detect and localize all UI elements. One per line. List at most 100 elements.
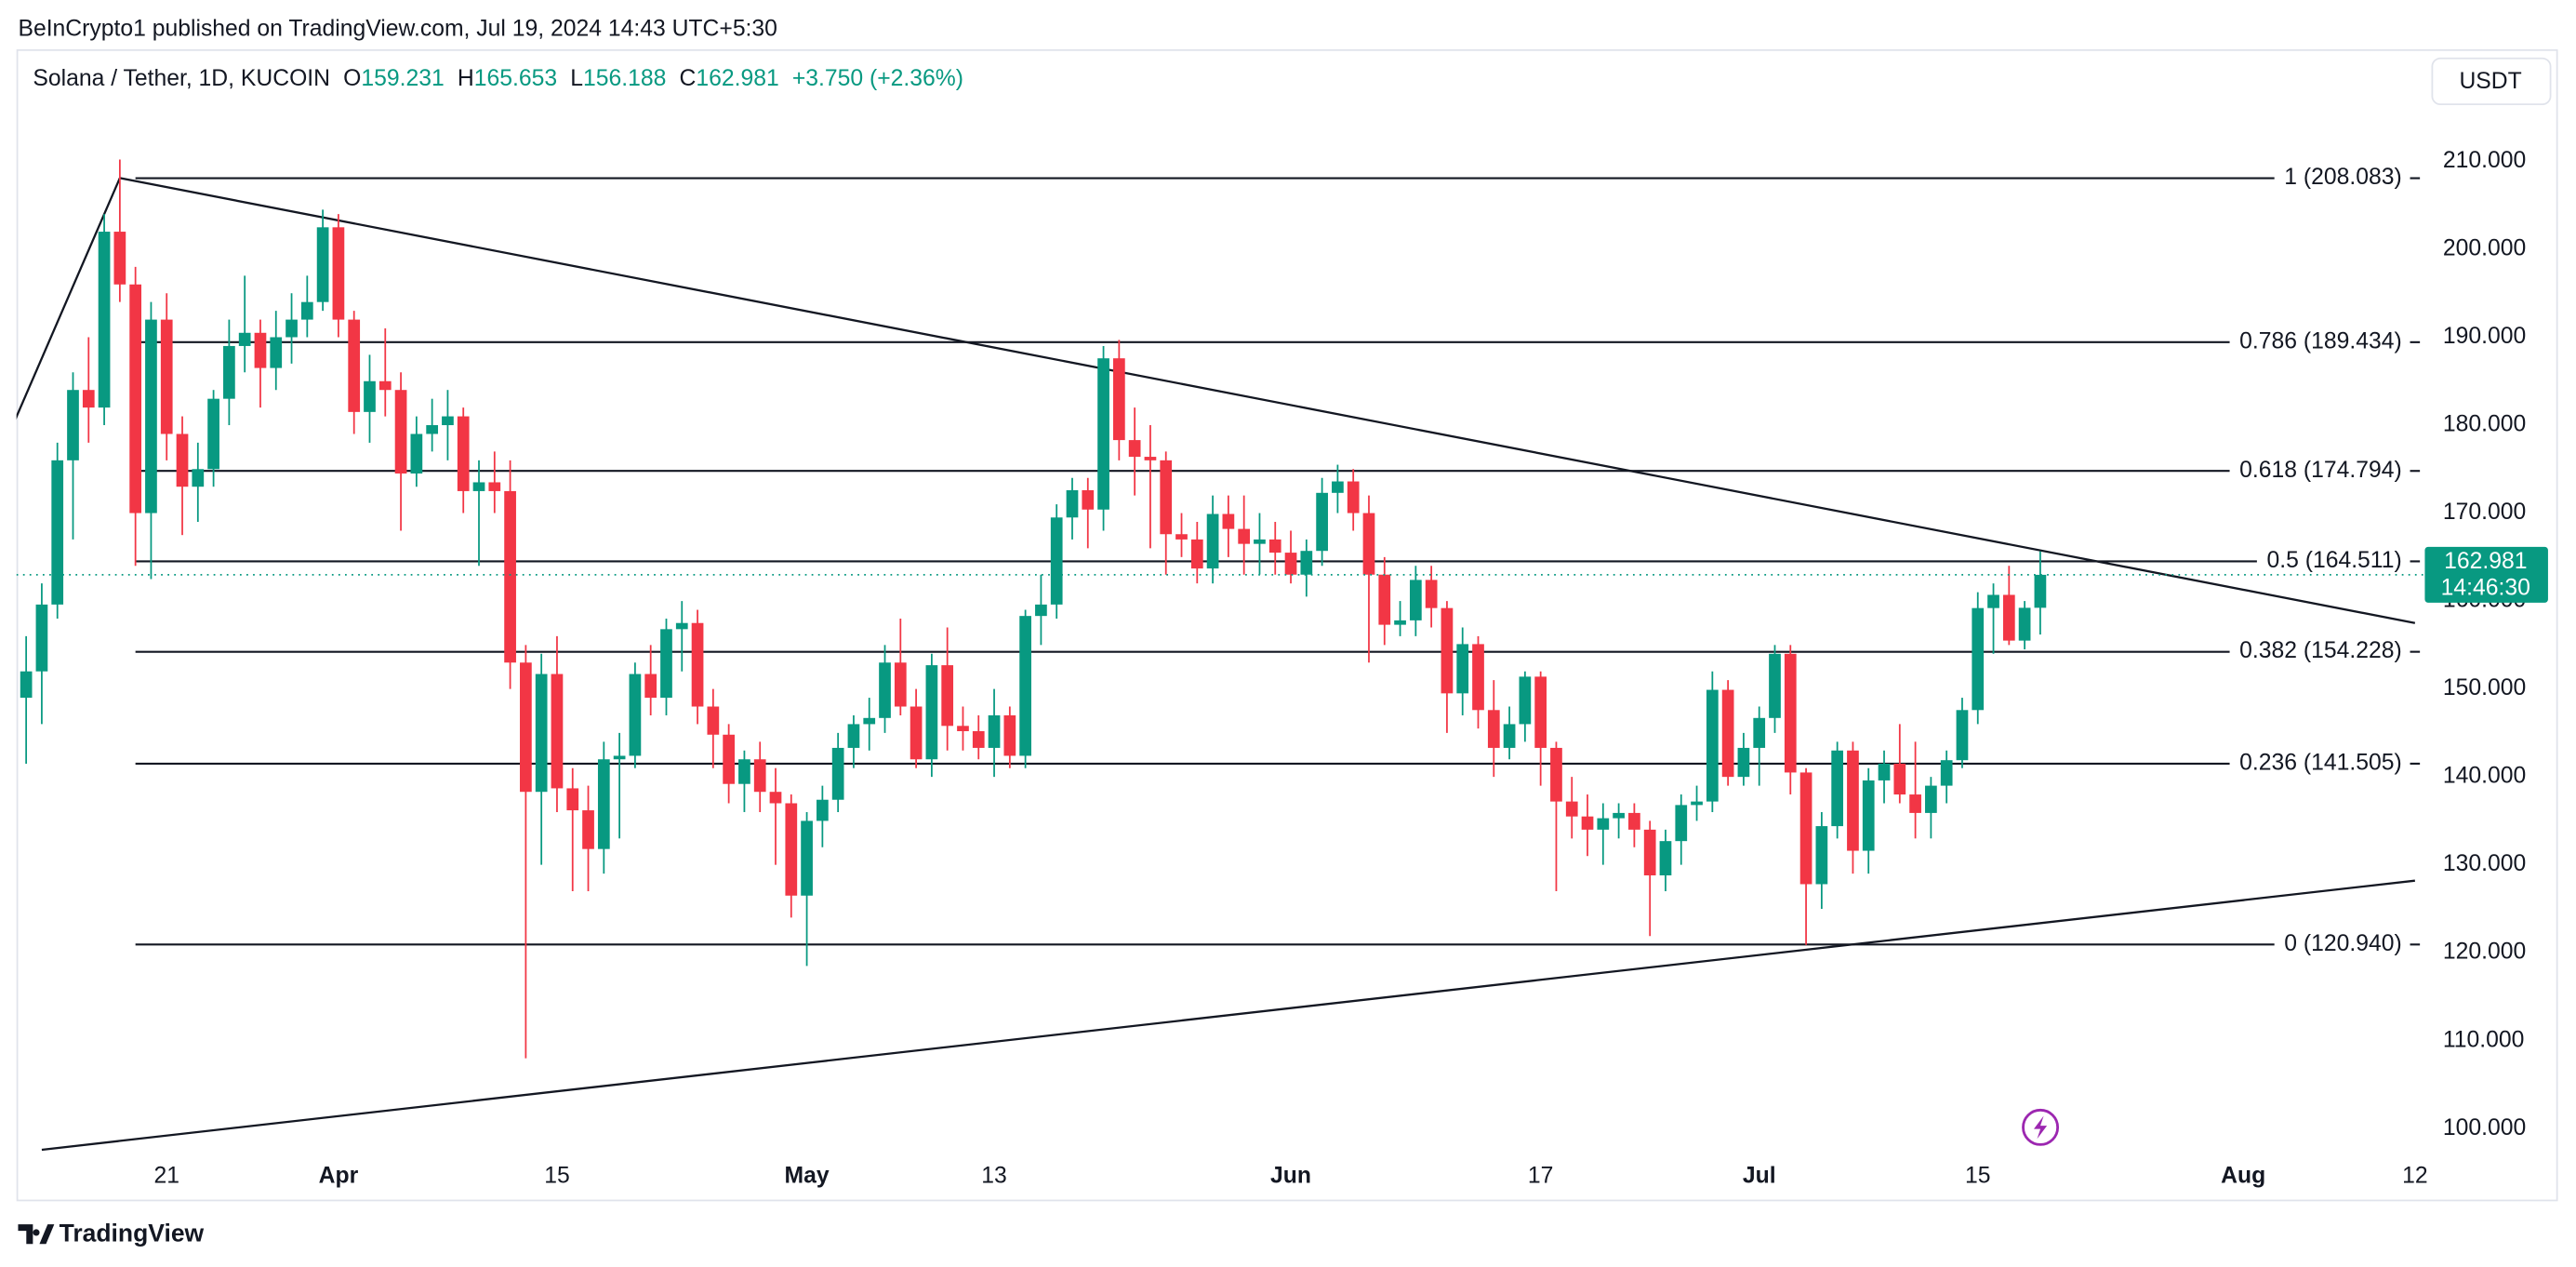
x-tick-label: Aug	[2221, 1163, 2265, 1188]
candle-body	[504, 490, 516, 663]
axes: 100.000 110.000 120.000 130.000 140.000 150.0…	[153, 148, 2548, 1188]
candle-body	[1878, 763, 1891, 780]
candle-body	[316, 227, 329, 302]
candle-body	[1003, 714, 1016, 756]
candle-body	[910, 706, 923, 760]
candle-body	[753, 759, 766, 793]
currency-label[interactable]: USDT	[2459, 69, 2521, 94]
x-tick-label: Jun	[1270, 1163, 1311, 1188]
candle-body	[972, 730, 985, 748]
candle-body	[1721, 689, 1734, 778]
candle-body	[941, 665, 954, 727]
candle-body	[1628, 812, 1640, 830]
candle-body	[520, 662, 532, 793]
candle-body	[1659, 841, 1672, 876]
candle-body	[817, 799, 829, 821]
candle-body	[957, 726, 969, 731]
candle-body	[1347, 481, 1360, 513]
candle-body	[988, 714, 1001, 748]
candle-body	[1456, 644, 1469, 694]
candle-body	[738, 759, 750, 784]
fib-label: 1 (208.083)	[2284, 165, 2401, 190]
candle-body	[1409, 580, 1422, 620]
countdown: 14:46:30	[2441, 575, 2530, 600]
candle-body	[1487, 710, 1500, 748]
candle-body	[145, 319, 157, 513]
candle-body	[1050, 517, 1063, 605]
pane-border	[16, 48, 2558, 1202]
candle-body	[863, 717, 876, 725]
fib-label: 0.236 (141.505)	[2239, 750, 2402, 775]
candle-body	[1190, 539, 1203, 569]
candle-body	[1472, 644, 1484, 711]
candle-body	[831, 747, 844, 800]
y-tick-label: 200.000	[2443, 235, 2526, 260]
candle-body	[1847, 750, 1859, 851]
alert-bolt[interactable]	[2034, 1115, 2048, 1140]
x-tick-label: Jul	[1743, 1163, 1776, 1188]
symbol: Solana / Tether, 1D, KUCOIN	[33, 65, 330, 90]
candle-body	[1503, 724, 1516, 748]
candle-body	[2018, 607, 2031, 641]
currency-button[interactable]	[2431, 57, 2552, 106]
y-tick-label: 130.000	[2443, 851, 2526, 876]
candle-body	[1332, 481, 1344, 493]
candle-body	[35, 604, 48, 672]
candle-body	[1519, 676, 1532, 725]
fib-label: 0 (120.940)	[2284, 931, 2401, 956]
h-label: H	[458, 65, 474, 90]
candle-body	[1425, 580, 1438, 608]
o-label: O	[343, 65, 361, 90]
candle-body	[1737, 747, 1750, 778]
candle-body	[1378, 574, 1391, 625]
candle-body	[394, 390, 407, 474]
candle-body	[176, 433, 189, 487]
candle-body	[613, 755, 626, 760]
candle-body	[364, 380, 376, 412]
candle-body	[769, 792, 782, 804]
fib-label: 0.786 (189.434)	[2239, 328, 2402, 353]
candle-body	[192, 469, 205, 487]
y-tick-label: 210.000	[2443, 148, 2526, 173]
candle-body	[207, 398, 219, 470]
candle-body	[300, 301, 313, 320]
candle-body	[1534, 676, 1547, 748]
candle-body	[129, 284, 142, 513]
candle-body	[1206, 513, 1219, 569]
candle-body	[1128, 440, 1141, 458]
alert-icon[interactable]	[2022, 1108, 2060, 1146]
o-value: 159.231	[361, 65, 444, 90]
candle-body	[348, 319, 361, 412]
candle-body	[691, 622, 704, 707]
candle-body	[1972, 607, 1985, 711]
candle-body	[535, 674, 548, 793]
candle-body	[67, 390, 79, 460]
candle-body	[1160, 460, 1173, 535]
candle-body	[1238, 528, 1251, 544]
c-label: C	[679, 65, 696, 90]
y-tick-label: 110.000	[2443, 1027, 2525, 1052]
candle-body	[1254, 539, 1266, 544]
trend-line	[16, 177, 121, 420]
candle-body	[785, 803, 798, 896]
candle-body	[1784, 653, 1797, 773]
candle-body	[332, 227, 345, 320]
fib-label: 0.5 (164.511)	[2266, 548, 2401, 573]
candle-body	[113, 232, 126, 285]
y-tick-label: 190.000	[2443, 324, 2526, 349]
l-value: 156.188	[583, 65, 666, 90]
candle-body	[1613, 812, 1625, 819]
candle-body	[925, 665, 938, 760]
logo-text: TradingView	[60, 1220, 205, 1247]
candle-body	[1316, 492, 1328, 552]
candle-body	[285, 319, 298, 338]
logo-mark	[18, 1224, 55, 1245]
candle-body	[675, 622, 688, 630]
candle-body	[1753, 717, 1766, 748]
y-tick-label: 150.000	[2443, 675, 2526, 700]
y-tick-label: 140.000	[2443, 764, 2526, 789]
candle-body	[1362, 513, 1375, 575]
last-price-label: 162.981	[2444, 549, 2527, 574]
